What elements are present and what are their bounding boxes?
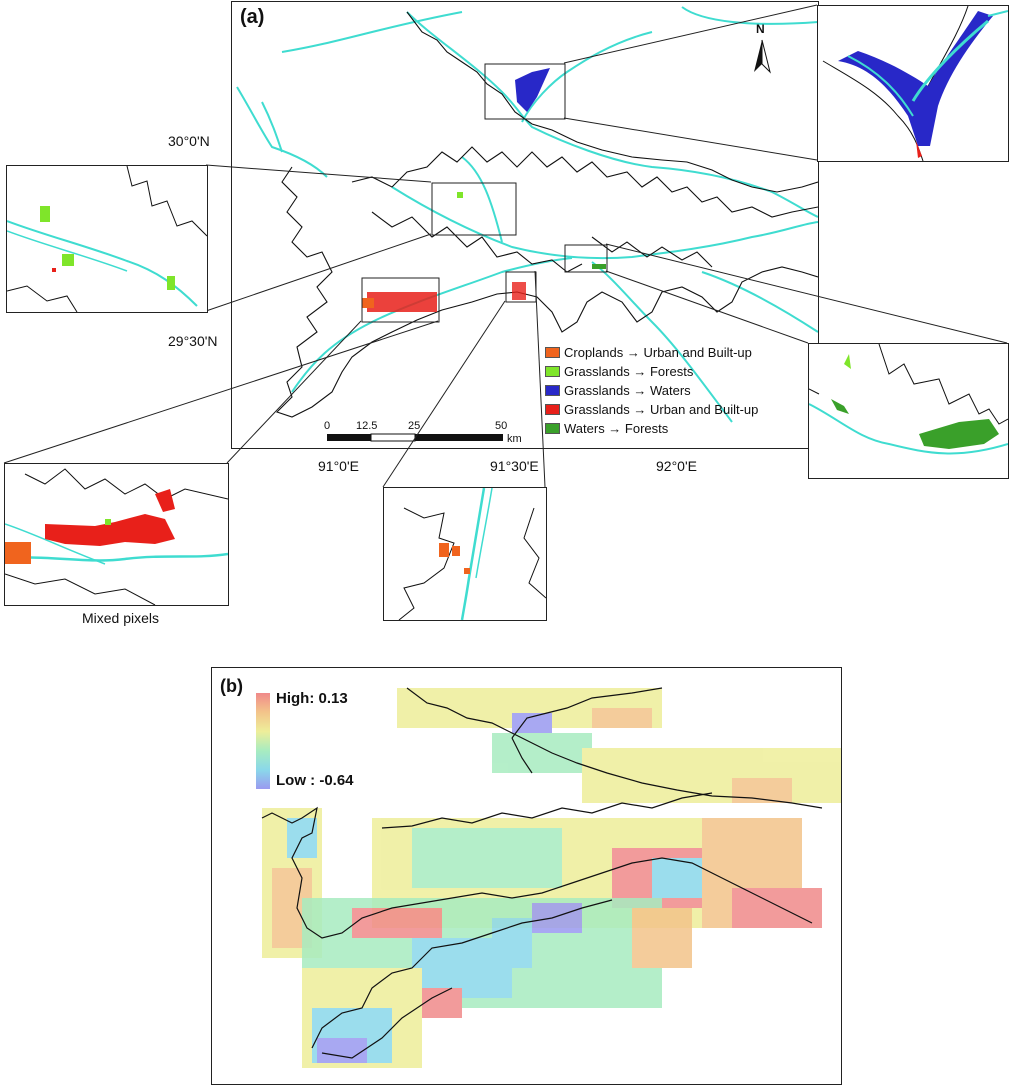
scale-label-0: 0 xyxy=(324,420,331,432)
inset-center-cropland xyxy=(383,487,547,621)
boundary-central-east xyxy=(591,236,713,268)
boundary-south-lower xyxy=(321,987,453,1059)
inset-west-canvas xyxy=(5,468,228,605)
boundary-central-south xyxy=(371,211,583,273)
boundary-southern xyxy=(275,166,818,418)
scale-label-12-5: 12.5 xyxy=(356,420,378,432)
panel-b-map-frame: (b) High: 0.13 Low : -0.64 xyxy=(211,667,842,1085)
legend-swatch xyxy=(545,366,560,377)
caption-mixed-pixels: Mixed pixels xyxy=(82,610,160,626)
legend-swatch xyxy=(545,347,560,358)
legend-item-grassland-water: Grasslands → Waters xyxy=(545,381,758,400)
legend: Croplands → Urban and Built-up Grassland… xyxy=(545,343,758,438)
inset-west-mixed-pixels xyxy=(4,463,229,606)
inset-east-waters-forests xyxy=(808,343,1009,479)
legend-item-water-forest: Waters → Forests xyxy=(545,419,758,438)
scale-label-km: km xyxy=(507,433,522,445)
legend-swatch xyxy=(545,423,560,434)
panel-a-map-frame: (a) N 0 12.5 25 50 km xyxy=(231,1,819,449)
inset-center-canvas xyxy=(398,488,546,620)
legend-label: Waters → Forests xyxy=(564,421,669,436)
inset-box-west xyxy=(361,277,440,323)
legend-item-grassland-urban: Grasslands → Urban and Built-up xyxy=(545,400,758,419)
inset-north-canvas xyxy=(822,6,1008,161)
lon-label-91-30e: 91°30'E xyxy=(490,458,539,474)
patch-water-forest-east xyxy=(592,264,606,269)
boundary-north-river xyxy=(406,687,823,809)
panel-b-map-canvas xyxy=(256,687,841,1068)
lon-label-92e: 92°0'E xyxy=(656,458,697,474)
patch-forest-north xyxy=(457,192,463,198)
inset-box-northwest xyxy=(431,182,517,236)
inset-northwest-canvas xyxy=(7,166,207,312)
colorbar-low-label: Low : -0.64 xyxy=(276,772,354,789)
north-label: N xyxy=(756,22,765,36)
scale-label-25: 25 xyxy=(408,420,421,432)
legend-label: Grasslands → Waters xyxy=(564,383,691,398)
colorbar xyxy=(256,693,270,789)
panel-b-label: (b) xyxy=(220,676,243,696)
patch-cropland-west xyxy=(362,298,374,308)
inset-northwest-forests xyxy=(6,165,208,313)
boundary-central-north xyxy=(351,146,818,218)
patch-waters-north xyxy=(515,68,550,112)
inset-connectors xyxy=(3,4,1008,488)
river-southeast xyxy=(591,261,733,423)
patch-urban-center xyxy=(512,282,526,300)
inset-north-waters xyxy=(817,5,1009,162)
boundary-north-branch xyxy=(511,687,663,739)
patch-urban-west xyxy=(367,292,437,312)
inset-east-canvas xyxy=(809,344,1008,455)
scale-label-50: 50 xyxy=(495,420,508,432)
boundary-north-stem xyxy=(511,737,533,774)
boundary-northeast-upper xyxy=(406,11,818,193)
panel-a-label: (a) xyxy=(240,6,265,28)
river-top-right xyxy=(681,6,818,25)
river-main-yarlung xyxy=(391,186,818,260)
river-northeast xyxy=(406,11,818,218)
legend-label: Croplands → Urban and Built-up xyxy=(564,345,752,360)
river-east xyxy=(701,271,818,333)
inset-box-east xyxy=(564,244,608,273)
boundary-south-river xyxy=(311,899,613,1049)
legend-item-cropland-urban: Croplands → Urban and Built-up xyxy=(545,343,758,362)
north-arrow-icon xyxy=(754,39,771,74)
legend-swatch xyxy=(545,404,560,415)
colorbar-high-label: High: 0.13 xyxy=(276,690,348,707)
river-west-branch xyxy=(261,101,283,153)
boundary-central-north xyxy=(381,792,713,829)
legend-item-grassland-forest: Grasslands → Forests xyxy=(545,362,758,381)
river-west xyxy=(236,86,328,178)
panel-a-map-canvas xyxy=(236,6,818,442)
lat-label-30n: 30°0'N xyxy=(168,133,210,149)
river-north-west xyxy=(281,11,463,53)
river-central-tributary xyxy=(461,156,503,243)
river-north-branch xyxy=(521,31,653,123)
lon-label-91e: 91°0'E xyxy=(318,458,359,474)
boundary-central-river xyxy=(261,806,813,939)
legend-label: Grasslands → Forests xyxy=(564,364,694,379)
legend-label: Grasslands → Urban and Built-up xyxy=(564,402,759,417)
inset-box-north xyxy=(484,63,566,120)
lat-label-29-30n: 29°30'N xyxy=(168,333,218,349)
legend-swatch xyxy=(545,385,560,396)
